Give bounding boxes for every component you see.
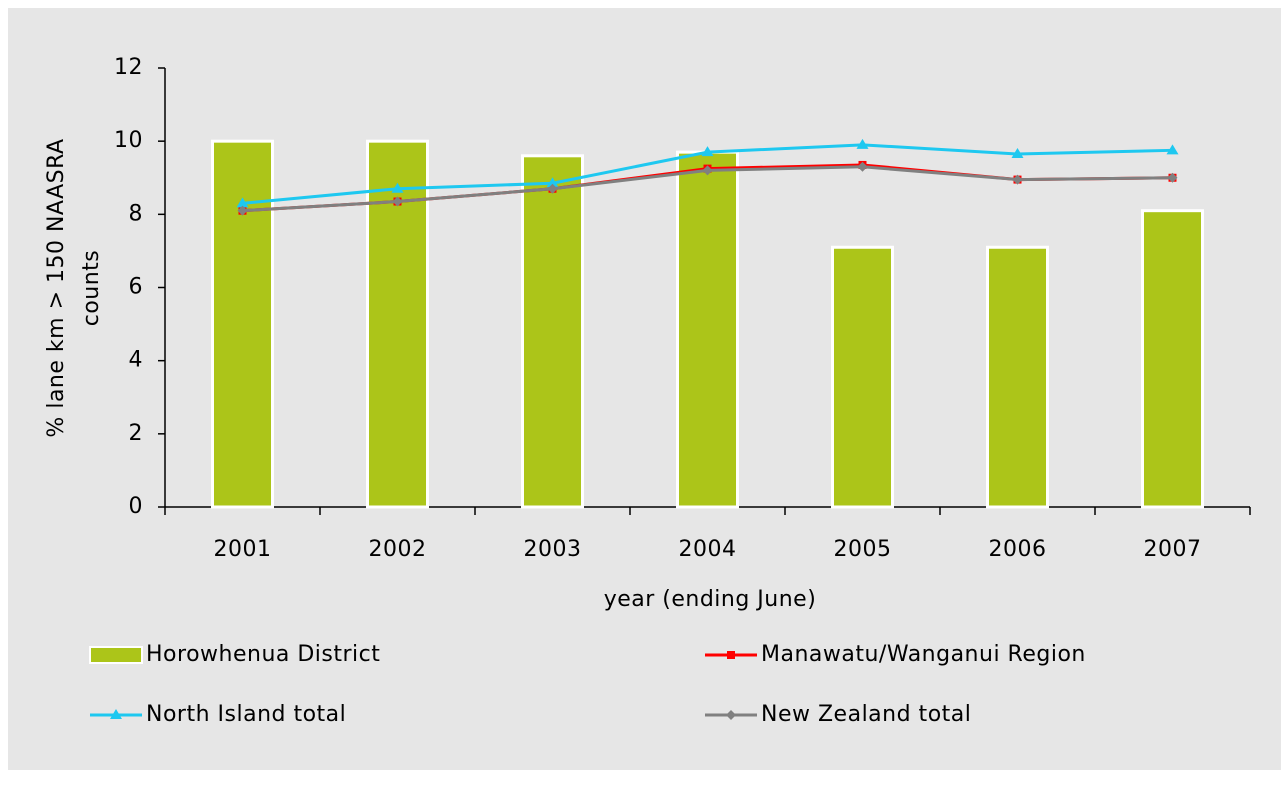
- series-line: [237, 161, 1178, 216]
- marker: [110, 709, 122, 719]
- marker: [1166, 144, 1179, 155]
- bar: [366, 139, 429, 509]
- x-axis-label: year (ending June): [604, 587, 817, 612]
- marker: [857, 161, 868, 172]
- legend-label: North Island total: [146, 702, 346, 727]
- bar: [1141, 209, 1204, 509]
- x-tick-label: 2004: [679, 537, 737, 562]
- legend-label: Horowhenua District: [146, 642, 380, 667]
- marker: [547, 183, 558, 194]
- legend-item: New Zealand total: [705, 702, 971, 727]
- legend-item: Horowhenua District: [89, 642, 380, 667]
- marker: [702, 165, 713, 176]
- y-tick-label: 6: [129, 275, 144, 300]
- bar: [521, 154, 584, 509]
- y-axis-label-line: % lane km > 150 NAASRA: [44, 138, 69, 437]
- legend-swatch: [89, 646, 143, 664]
- x-tick-label: 2006: [989, 537, 1047, 562]
- y-tick-label: 12: [114, 55, 143, 80]
- x-tick-label: 2007: [1144, 537, 1202, 562]
- y-tick-label: 8: [129, 201, 144, 226]
- marker: [1012, 174, 1023, 185]
- marker: [727, 651, 735, 659]
- y-axis-label: % lane km > 150 NAASRA counts: [44, 138, 104, 437]
- y-tick-label: 4: [129, 348, 144, 373]
- marker: [546, 177, 559, 188]
- x-tick-label: 2001: [214, 537, 272, 562]
- marker: [726, 710, 736, 720]
- bar: [676, 150, 739, 509]
- x-tick-label: 2003: [524, 537, 582, 562]
- y-tick-label: 2: [129, 421, 144, 446]
- marker: [701, 146, 714, 157]
- marker: [1167, 172, 1178, 183]
- legend-item: Manawatu/Wanganui Region: [705, 642, 1086, 667]
- marker: [236, 197, 249, 208]
- x-tick-label: 2002: [369, 537, 427, 562]
- marker: [856, 138, 869, 149]
- bar: [211, 139, 274, 509]
- marker: [391, 182, 404, 193]
- y-axis-label-line: counts: [79, 250, 104, 327]
- legend-label: Manawatu/Wanganui Region: [761, 642, 1086, 667]
- series-line: [236, 138, 1179, 208]
- y-tick-label: 0: [129, 494, 144, 519]
- legend-label: New Zealand total: [761, 702, 971, 727]
- x-tick-label: 2005: [834, 537, 892, 562]
- marker: [392, 196, 403, 207]
- y-tick-label: 10: [114, 128, 143, 153]
- marker: [1011, 147, 1024, 158]
- legend-item: North Island total: [90, 702, 346, 727]
- bar: [831, 245, 894, 509]
- bar: [986, 245, 1049, 509]
- marker: [237, 205, 248, 216]
